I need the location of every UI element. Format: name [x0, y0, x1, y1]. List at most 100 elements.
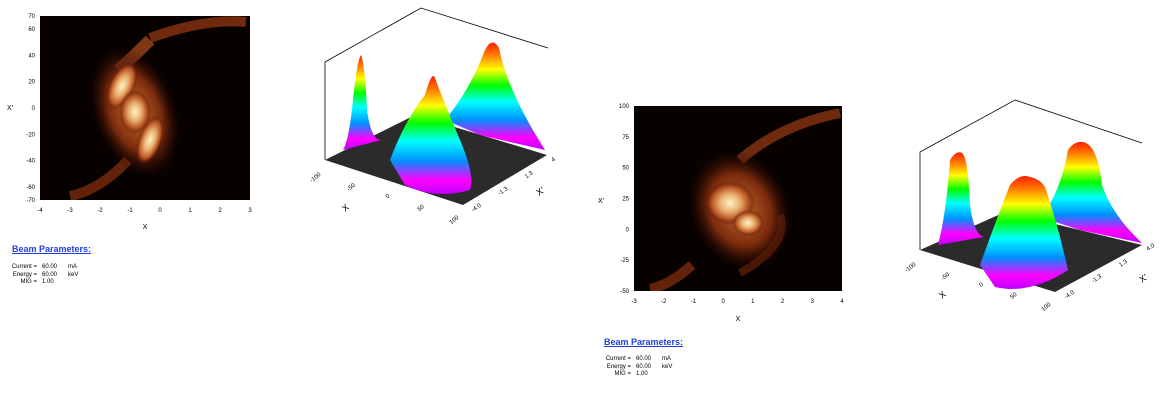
tick-label: 70 — [28, 14, 35, 20]
surface-wall-peak — [445, 42, 545, 150]
tick-label: -2 — [661, 299, 667, 305]
surface-axis-label-x: X — [340, 202, 351, 214]
surface-box-edge — [919, 99, 1143, 250]
surface-wall-peak — [1040, 141, 1142, 243]
param-row-energy: Energy = 60.00 keV — [597, 364, 682, 372]
param-unit — [662, 371, 682, 379]
param-row-energy: Energy = 60.00 keV — [3, 272, 88, 280]
tick-label: -3 — [631, 299, 637, 305]
param-label: MIG = — [614, 371, 631, 377]
beam-parameters-link[interactable]: Beam Parameters: — [604, 337, 684, 347]
surface-axis-label-x: X — [937, 289, 948, 301]
tick-label: -4 — [37, 208, 43, 214]
tick-label: -20 — [26, 132, 35, 138]
tick-label: 3 — [811, 299, 815, 305]
tick-label: -1.3 — [1091, 273, 1103, 284]
tick-label: -70 — [26, 198, 35, 204]
tick-label: 50 — [417, 204, 426, 213]
tick-label: 0 — [32, 106, 36, 112]
tick-label: 25 — [622, 197, 629, 203]
tick-label: -1 — [127, 208, 133, 214]
tick-label: 0 — [978, 282, 985, 289]
tick-label: -60 — [26, 185, 35, 191]
tick-label: 3 — [248, 208, 252, 214]
tick-label: -4.0 — [1064, 289, 1076, 300]
heatmap-core — [135, 115, 165, 165]
tick-label: 75 — [622, 135, 629, 141]
tick-label: 4.0 — [551, 154, 555, 164]
tick-label: -1 — [691, 299, 697, 305]
param-unit — [68, 279, 88, 287]
tick-label: 1.3 — [524, 170, 535, 180]
param-label: Energy = — [606, 363, 631, 370]
param-value: 60.00 — [636, 356, 652, 362]
param-value: 60.00 — [42, 264, 58, 270]
surface-axis-label-xp: X' — [1137, 272, 1149, 285]
phase-space-heatmap-1: -4 -3 -2 -1 0 1 2 3 70 60 40 20 0 -20 -40 -60 -70 X X' — [7, 14, 252, 231]
beam-parameters-table: Current = 60.00 mA Energy = 60.00 keV MI… — [3, 264, 88, 287]
phase-space-surface-1: -100 -50 0 50 100 -4.0 -1.3 1.3 4.0 X X' — [309, 7, 555, 226]
tick-label: 100 — [1041, 302, 1053, 313]
surface-central-peak — [390, 76, 472, 194]
param-value: 1.00 — [636, 371, 648, 377]
param-row-current: Current = 60.00 mA — [3, 264, 88, 272]
tick-label: 2 — [781, 299, 785, 305]
param-value: 60.00 — [636, 363, 652, 370]
heatmap-ylabel: X' — [598, 198, 604, 205]
surface-wall-peak — [343, 55, 381, 150]
tick-label: 0 — [158, 208, 162, 214]
param-row-current: Current = 60.00 mA — [597, 356, 682, 364]
tick-label: -2 — [97, 208, 103, 214]
param-unit: mA — [662, 356, 671, 362]
tick-label: -1.3 — [497, 186, 509, 197]
tick-label: 4.0 — [1146, 243, 1157, 253]
tick-label: 20 — [28, 80, 35, 86]
param-unit: keV — [662, 363, 673, 370]
param-row-mig: MIG = 1.00 — [597, 371, 682, 379]
tick-label: 1.3 — [1118, 259, 1129, 269]
phase-space-heatmap-2: -3 -2 -1 0 1 2 3 4 100 75 50 25 0 -25 -50 X X' — [598, 104, 844, 323]
tick-label: 60 — [28, 27, 35, 33]
tick-label: -100 — [309, 172, 323, 185]
tick-label: 40 — [28, 53, 35, 59]
tick-label: 0 — [626, 227, 630, 233]
heatmap-tail — [736, 108, 841, 164]
tick-label: 50 — [1010, 292, 1019, 301]
tick-label: 100 — [449, 215, 461, 226]
surface-box-edge — [324, 7, 549, 160]
tick-label: 1 — [188, 208, 192, 214]
heatmap-tail — [148, 16, 247, 43]
tick-label: 1 — [751, 299, 755, 305]
param-value: 1.00 — [42, 279, 54, 285]
tick-label: 0 — [721, 299, 725, 305]
surface-axis-label-xp: X' — [534, 185, 546, 198]
param-label: Energy = — [12, 271, 37, 278]
param-label: MIG = — [20, 279, 37, 285]
tick-label: -100 — [904, 262, 918, 275]
tick-label: 2 — [218, 208, 222, 214]
tick-label: -4.0 — [471, 202, 483, 213]
phase-space-surface-2: -100 -50 0 50 100 -4.0 -1.3 1.3 4.0 X X' — [904, 99, 1157, 313]
tick-label: -3 — [67, 208, 73, 214]
beam-parameters-link[interactable]: Beam Parameters: — [12, 244, 92, 254]
tick-label: 50 — [622, 166, 629, 172]
tick-label: 100 — [619, 104, 630, 110]
tick-label: -50 — [941, 272, 952, 283]
tick-label: -50 — [620, 289, 629, 295]
tick-label: -25 — [620, 258, 629, 264]
param-unit: keV — [68, 271, 79, 278]
param-label: Current = — [605, 356, 631, 362]
surface-central-peak — [980, 176, 1068, 289]
heatmap-xlabel: X — [736, 316, 741, 323]
heatmap-core — [732, 210, 764, 236]
tick-label: 0 — [385, 193, 392, 200]
tick-label: -50 — [346, 182, 357, 193]
tick-label: -40 — [26, 159, 35, 165]
heatmap-ylabel: X' — [7, 105, 13, 112]
param-label: Current = — [11, 264, 37, 270]
heatmap-tail — [648, 261, 696, 291]
beam-parameters-table: Current = 60.00 mA Energy = 60.00 keV MI… — [597, 356, 682, 379]
param-row-mig: MIG = 1.00 — [3, 279, 88, 287]
heatmap-xlabel: X — [143, 224, 148, 231]
heatmap-core — [119, 90, 151, 134]
